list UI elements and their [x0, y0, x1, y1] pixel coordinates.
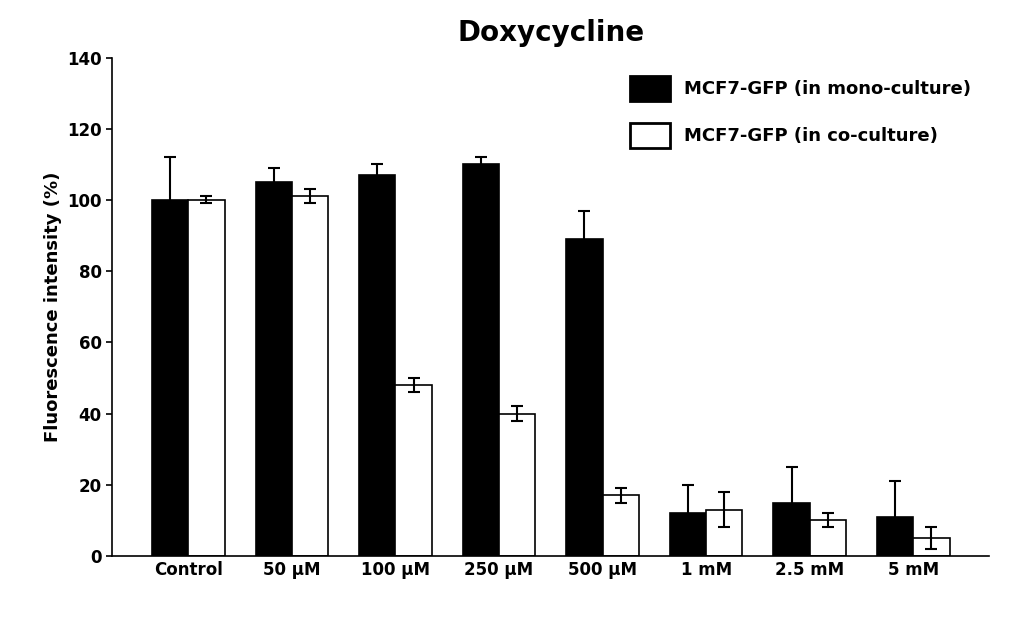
Bar [463, 164, 498, 556]
Bar [498, 413, 535, 556]
Bar [291, 196, 328, 556]
Bar [912, 538, 949, 556]
Bar [189, 200, 224, 556]
Bar [256, 182, 291, 556]
Y-axis label: Fluorescence intensity (%): Fluorescence intensity (%) [44, 171, 61, 442]
Legend: MCF7-GFP (in mono-culture), MCF7-GFP (in co-culture): MCF7-GFP (in mono-culture), MCF7-GFP (in… [621, 66, 979, 157]
Bar [359, 175, 395, 556]
Bar [669, 513, 705, 556]
Title: Doxycycline: Doxycycline [457, 19, 644, 47]
Bar [876, 517, 912, 556]
Bar [566, 239, 602, 556]
Bar [809, 520, 845, 556]
Bar [772, 502, 809, 556]
Bar [705, 510, 742, 556]
Bar [152, 200, 189, 556]
Bar [602, 495, 638, 556]
Bar [395, 385, 431, 556]
